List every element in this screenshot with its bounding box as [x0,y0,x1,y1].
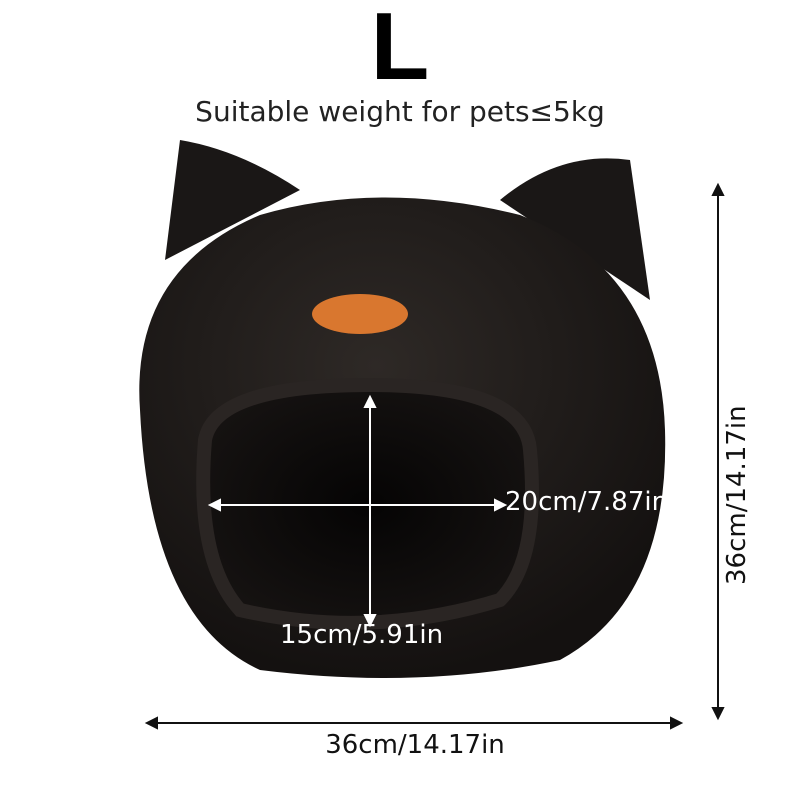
total-arrows [144,182,725,730]
size-label: L [370,0,430,100]
total-height-label: 36cm/14.17in [722,405,752,585]
opening-height-label: 15cm/5.91in [280,620,444,650]
logo-patch [312,294,408,334]
bed-opening [196,377,539,630]
right-ear [500,158,650,300]
opening-arrows [207,394,508,628]
opening-width-label: 20cm/7.87in [505,487,669,517]
left-ear [165,140,300,260]
weight-subtitle: Suitable weight for pets≤5kg [195,95,605,128]
total-width-label: 36cm/14.17in [325,730,505,760]
